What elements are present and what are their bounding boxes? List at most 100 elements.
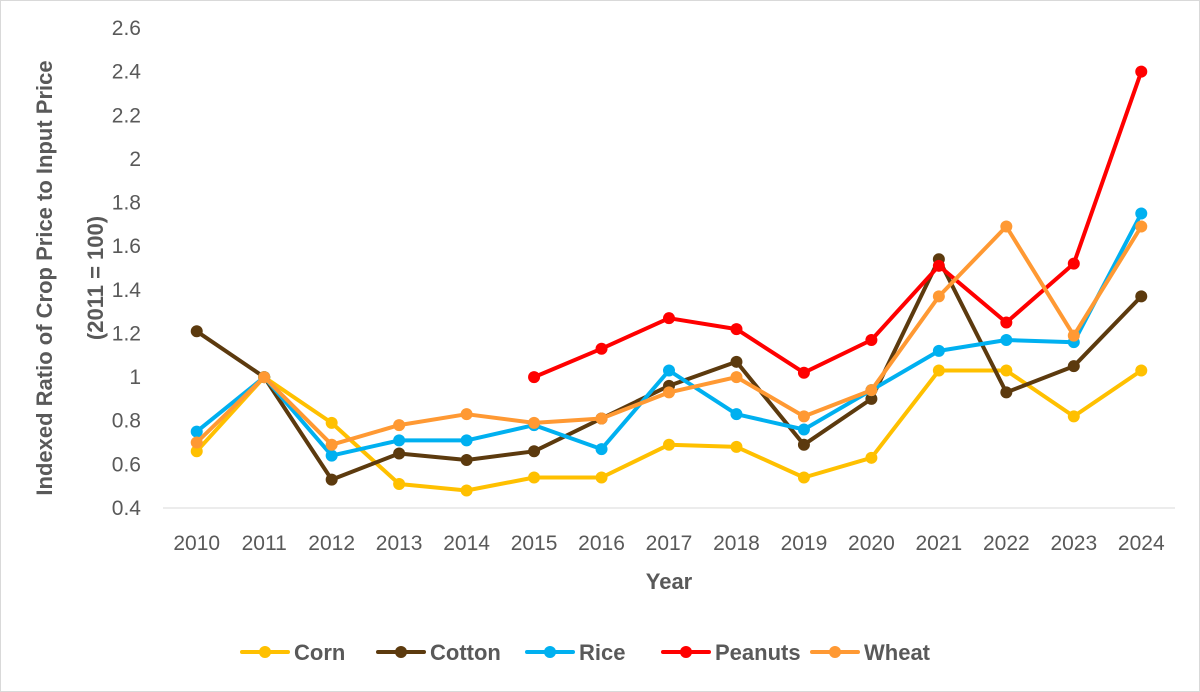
data-point-wheat xyxy=(190,436,203,449)
y-axis-title-line-2: (2011 = 100) xyxy=(83,216,108,340)
data-point-rice xyxy=(797,423,810,436)
series-line-peanuts xyxy=(532,69,1144,380)
data-point-cotton xyxy=(865,392,878,405)
data-point-corn xyxy=(1067,410,1080,423)
data-point-peanuts xyxy=(663,312,675,325)
data-point-corn xyxy=(190,445,203,458)
data-point-wheat xyxy=(1000,220,1013,233)
x-tick-label: 2010 xyxy=(173,532,220,555)
data-point-wheat xyxy=(393,419,406,432)
data-point-peanuts xyxy=(1135,65,1148,78)
y-tick-label: 2.6 xyxy=(112,17,141,40)
data-point-cotton xyxy=(528,445,541,458)
data-point-peanuts xyxy=(595,342,608,355)
x-axis-title: Year xyxy=(646,569,693,594)
data-point-wheat xyxy=(663,386,675,399)
data-point-cotton xyxy=(1067,360,1080,373)
data-point-corn xyxy=(865,451,878,464)
legend-label: Peanuts xyxy=(715,640,801,665)
legend-item-corn: Corn xyxy=(240,640,345,665)
data-point-rice xyxy=(393,434,406,447)
data-point-peanuts xyxy=(1000,316,1013,329)
x-tick-label: 2016 xyxy=(578,532,625,555)
y-tick-label: 1.2 xyxy=(112,322,141,345)
data-point-cotton xyxy=(730,355,743,368)
data-point-wheat xyxy=(730,371,743,384)
legend-item-rice: Rice xyxy=(525,640,625,665)
series-corn xyxy=(190,364,1148,497)
data-point-rice xyxy=(190,425,203,438)
series-wheat xyxy=(190,220,1148,451)
data-point-wheat xyxy=(258,371,271,384)
y-tick-label: 2 xyxy=(129,148,141,171)
data-point-rice xyxy=(460,434,473,447)
x-tick-label: 2017 xyxy=(646,532,693,555)
y-tick-label: 1.8 xyxy=(112,192,141,215)
series-line-rice xyxy=(194,211,1144,458)
data-point-wheat xyxy=(325,438,338,451)
data-point-corn xyxy=(325,416,338,429)
legend-swatch-marker xyxy=(544,646,556,658)
x-tick-label: 2013 xyxy=(376,532,423,555)
x-tick-label: 2012 xyxy=(308,532,355,555)
series-peanuts xyxy=(528,65,1148,384)
legend-item-wheat: Wheat xyxy=(810,640,931,665)
y-tick-label: 1.6 xyxy=(112,235,141,258)
x-tick-label: 2018 xyxy=(713,532,760,555)
data-point-corn xyxy=(528,471,541,484)
legend-label: Cotton xyxy=(430,640,501,665)
data-point-wheat xyxy=(797,410,810,423)
data-point-rice xyxy=(1000,334,1013,346)
data-point-peanuts xyxy=(730,323,743,336)
data-point-cotton xyxy=(797,438,810,451)
legend-label: Rice xyxy=(579,640,625,665)
data-point-corn xyxy=(1135,364,1148,377)
data-point-rice xyxy=(1135,207,1148,220)
y-tick-label: 0.6 xyxy=(112,453,141,476)
data-point-wheat xyxy=(932,290,945,303)
legend-swatch-marker xyxy=(395,646,407,658)
x-tick-label: 2022 xyxy=(983,532,1030,555)
data-point-corn xyxy=(797,471,810,484)
x-tick-label: 2021 xyxy=(916,532,963,555)
x-tick-label: 2023 xyxy=(1050,532,1097,555)
data-point-wheat xyxy=(528,416,541,429)
series-layer xyxy=(190,65,1148,497)
data-point-wheat xyxy=(460,408,473,421)
series-line-wheat xyxy=(194,224,1144,447)
x-axis-ticks: 2010 2011 2012 2013 2014 2015 2016 2017 2018 2019… xyxy=(173,532,1165,555)
data-point-rice xyxy=(325,449,338,462)
y-tick-label: 0.4 xyxy=(112,497,142,520)
data-point-wheat xyxy=(1135,220,1148,233)
data-point-peanuts xyxy=(797,366,810,379)
y-tick-label: 2.4 xyxy=(112,61,142,84)
data-point-corn xyxy=(595,471,608,484)
x-tick-label: 2014 xyxy=(443,532,490,555)
data-point-corn xyxy=(730,440,743,453)
data-point-cotton xyxy=(393,447,406,460)
data-point-cotton xyxy=(1135,290,1148,303)
y-tick-label: 2.2 xyxy=(112,104,141,127)
legend-item-cotton: Cotton xyxy=(376,640,501,665)
legend-label: Wheat xyxy=(864,640,931,665)
data-point-corn xyxy=(932,364,945,377)
data-point-cotton xyxy=(190,325,203,338)
data-point-corn xyxy=(1000,364,1013,377)
x-tick-label: 2024 xyxy=(1118,532,1165,555)
data-point-corn xyxy=(460,484,473,497)
y-tick-label: 1 xyxy=(129,366,141,389)
x-tick-label: 2020 xyxy=(848,532,895,555)
x-tick-label: 2019 xyxy=(781,532,828,555)
y-axis-title: Indexed Ratio of Crop Price to Input Pri… xyxy=(32,60,108,495)
data-point-peanuts xyxy=(528,371,541,384)
legend-item-peanuts: Peanuts xyxy=(661,640,801,665)
data-point-wheat xyxy=(865,384,878,397)
y-tick-label: 0.8 xyxy=(112,410,141,433)
legend-swatch-marker xyxy=(829,646,841,658)
data-point-cotton xyxy=(1000,386,1013,399)
data-point-peanuts xyxy=(932,259,945,272)
data-point-rice xyxy=(730,408,743,421)
series-cotton xyxy=(190,253,1148,486)
data-point-corn xyxy=(393,478,406,490)
